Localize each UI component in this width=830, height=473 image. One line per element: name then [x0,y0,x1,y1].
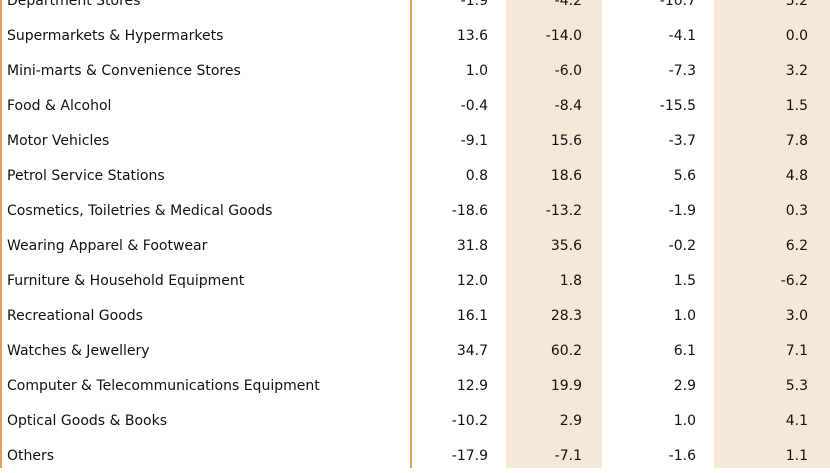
value-col-2: -7.1 [554,448,582,464]
left-border [0,0,2,468]
value-col-3: -1.6 [668,448,696,464]
value-col-3: -7.3 [668,63,696,79]
value-col-4: 3.0 [785,308,808,324]
shaded-column-4 [714,0,830,468]
value-col-1: 31.8 [456,238,488,254]
table-row: Computer & Telecommunications Equipment … [0,368,830,403]
value-col-3: 6.1 [673,343,696,359]
value-col-2: 18.6 [550,168,582,184]
table-row: Wearing Apparel & Footwear 31.8 35.6 -0.… [0,228,830,263]
value-col-1: -1.9 [460,0,488,9]
table-row: Furniture & Household Equipment 12.0 1.8… [0,263,830,298]
value-col-4: 1.1 [785,448,808,464]
value-col-1: 1.0 [465,63,488,79]
table-row: Supermarkets & Hypermarkets 13.6 -14.0 -… [0,18,830,53]
value-col-1: -10.2 [451,413,488,429]
value-col-2: 28.3 [550,308,582,324]
row-label: Watches & Jewellery [7,343,150,359]
value-col-4: 1.5 [785,98,808,114]
value-col-2: 1.8 [559,273,582,289]
row-label: Food & Alcohol [7,98,112,114]
value-col-2: 35.6 [550,238,582,254]
table-row: Petrol Service Stations 0.8 18.6 5.6 4.8 [0,158,830,193]
value-col-2: 15.6 [550,133,582,149]
table-row: Motor Vehicles -9.1 15.6 -3.7 7.8 [0,123,830,158]
value-col-3: 2.9 [673,378,696,394]
value-col-2: 19.9 [550,378,582,394]
value-col-1: 16.1 [456,308,488,324]
row-label: Department Stores [7,0,141,9]
value-col-2: 60.2 [550,343,582,359]
value-col-4: 6.2 [785,238,808,254]
value-col-4: 4.8 [785,168,808,184]
value-col-4: 7.8 [785,133,808,149]
row-label: Furniture & Household Equipment [7,273,245,289]
value-col-1: 12.0 [456,273,488,289]
value-col-4: 5.2 [785,0,808,9]
value-col-4: 0.3 [785,203,808,219]
value-col-2: -6.0 [554,63,582,79]
value-col-3: 1.5 [673,273,696,289]
value-col-3: -0.2 [668,238,696,254]
table-row: Department Stores -1.9 -4.2 -10.7 5.2 [0,0,830,18]
row-label: Recreational Goods [7,308,143,324]
row-label: Mini-marts & Convenience Stores [7,63,241,79]
table-row: Food & Alcohol -0.4 -8.4 -15.5 1.5 [0,88,830,123]
table-row: Mini-marts & Convenience Stores 1.0 -6.0… [0,53,830,88]
value-col-1: -0.4 [460,98,488,114]
value-col-2: -4.2 [554,0,582,9]
row-label: Others [7,448,55,464]
row-label: Cosmetics, Toiletries & Medical Goods [7,203,273,219]
value-col-3: -10.7 [659,0,696,9]
value-col-3: -4.1 [668,28,696,44]
table-row: Recreational Goods 16.1 28.3 1.0 3.0 [0,298,830,333]
value-col-3: 1.0 [673,308,696,324]
value-col-4: 3.2 [785,63,808,79]
value-col-1: -17.9 [451,448,488,464]
row-label: Motor Vehicles [7,133,110,149]
row-label: Wearing Apparel & Footwear [7,238,208,254]
value-col-3: -15.5 [659,98,696,114]
value-col-1: 13.6 [456,28,488,44]
value-col-2: -13.2 [545,203,582,219]
value-col-4: 4.1 [785,413,808,429]
row-label: Petrol Service Stations [7,168,165,184]
value-col-3: -1.9 [668,203,696,219]
row-label: Computer & Telecommunications Equipment [7,378,320,394]
table-row: Others -17.9 -7.1 -1.6 1.1 [0,438,830,473]
value-col-1: -9.1 [460,133,488,149]
value-col-2: 2.9 [559,413,582,429]
value-col-4: 0.0 [785,28,808,44]
value-col-4: 7.1 [785,343,808,359]
row-label: Supermarkets & Hypermarkets [7,28,224,44]
value-col-2: -8.4 [554,98,582,114]
shaded-column-2 [506,0,602,468]
table-row: Cosmetics, Toiletries & Medical Goods -1… [0,193,830,228]
value-col-1: -18.6 [451,203,488,219]
value-col-4: -6.2 [780,273,808,289]
value-col-3: -3.7 [668,133,696,149]
value-col-4: 5.3 [785,378,808,394]
value-col-1: 0.8 [465,168,488,184]
value-col-1: 12.9 [456,378,488,394]
row-label: Optical Goods & Books [7,413,168,429]
value-col-3: 5.6 [673,168,696,184]
value-col-2: -14.0 [545,28,582,44]
value-col-1: 34.7 [456,343,488,359]
table-row: Optical Goods & Books -10.2 2.9 1.0 4.1 [0,403,830,438]
column-divider [410,0,412,468]
value-col-3: 1.0 [673,413,696,429]
table-row: Watches & Jewellery 34.7 60.2 6.1 7.1 [0,333,830,368]
